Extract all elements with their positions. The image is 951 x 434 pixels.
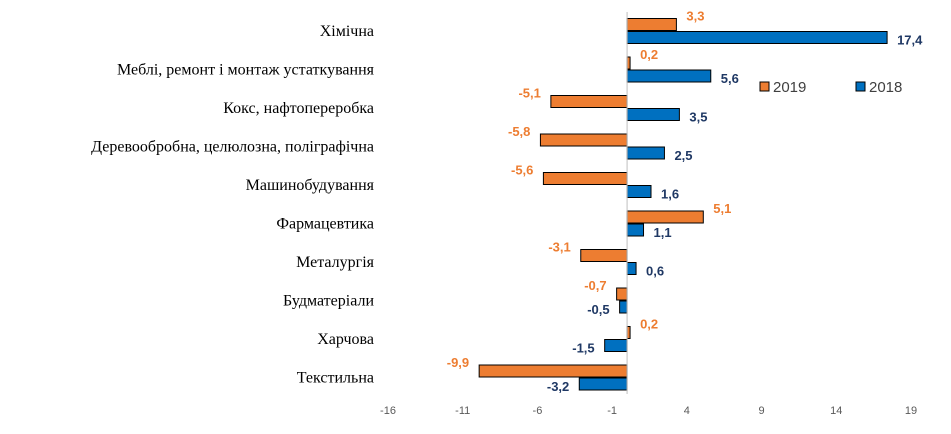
- data-label-2019-0: 3,3: [686, 9, 704, 24]
- x-tick-label: -16: [380, 405, 396, 417]
- bar-2018-6: [626, 262, 637, 275]
- bar-2018-2: [626, 108, 680, 121]
- category-label: Фармацевтика: [276, 216, 374, 233]
- data-label-2018-5: 1,1: [654, 225, 672, 240]
- bar-2018-4: [626, 185, 652, 198]
- legend: 2019 2018: [759, 79, 902, 96]
- data-label-2019-3: -5,8: [508, 124, 530, 139]
- category-label: Харчова: [317, 331, 374, 348]
- category-label: Меблі, ремонт і монтаж устаткування: [117, 62, 375, 79]
- data-label-2019-9: -9,9: [447, 355, 469, 370]
- x-tick-label: 19: [905, 405, 917, 417]
- bar-2019-0: [626, 18, 677, 31]
- category-label: Металургія: [296, 254, 375, 271]
- category-label: Хімічна: [320, 23, 374, 40]
- data-label-2018-2: 3,5: [689, 110, 707, 125]
- bar-2018-8: [604, 339, 628, 352]
- category-labels: Хімічна Меблі, ремонт і монтаж устаткуван…: [91, 23, 374, 387]
- bars: [478, 18, 888, 391]
- x-tick-label: -11: [455, 405, 470, 417]
- legend-label-2018: 2018: [869, 79, 902, 96]
- legend-swatch-2019: [759, 81, 770, 92]
- data-label-2018-6: 0,6: [646, 264, 664, 279]
- x-tick-label: 14: [830, 405, 842, 417]
- bar-2019-9: [478, 364, 628, 378]
- data-label-2019-7: -0,7: [584, 278, 606, 293]
- x-axis-ticks: -16 -11 -6 -1 4 9 14 19: [380, 405, 917, 417]
- bar-2019-2: [550, 95, 628, 108]
- data-label-2018-1: 5,6: [721, 71, 739, 86]
- data-label-2019-5: 5,1: [713, 201, 731, 216]
- data-labels: 3,3 17,4 0,2 5,6 -5,1 3,5 -5,8 2,5 -5,6 1,6 5,1 1,1…: [447, 9, 923, 395]
- category-label: Машинобудування: [246, 177, 375, 194]
- data-label-2019-8: 0,2: [640, 317, 658, 332]
- x-tick-label: 9: [759, 405, 765, 417]
- data-label-2018-9: -3,2: [547, 379, 569, 394]
- data-label-2019-6: -3,1: [548, 240, 570, 255]
- data-label-2018-0: 17,4: [897, 33, 923, 48]
- bar-2018-7: [619, 300, 628, 314]
- bar-2019-3: [539, 133, 628, 147]
- x-tick-label: -6: [533, 405, 543, 417]
- bar-2019-6: [580, 249, 628, 262]
- x-tick-label: -1: [607, 405, 617, 417]
- legend-label-2019: 2019: [773, 79, 806, 96]
- category-label: Будматеріали: [283, 293, 374, 310]
- bar-2018-9: [578, 377, 628, 391]
- legend-swatch-2018: [855, 81, 866, 92]
- bar-2018-0: [626, 31, 888, 44]
- bar-2019-5: [626, 210, 704, 224]
- category-label: Деревообробна, целюлозна, поліграфічна: [91, 139, 374, 156]
- data-label-2018-4: 1,6: [661, 187, 679, 202]
- bar-2018-3: [626, 146, 665, 160]
- data-label-2019-1: 0,2: [640, 47, 658, 62]
- bar-2019-4: [542, 172, 628, 185]
- data-label-2019-2: -5,1: [518, 86, 540, 101]
- data-label-2019-4: -5,6: [511, 163, 533, 178]
- data-label-2018-7: -0,5: [587, 302, 609, 317]
- bar-2018-1: [626, 69, 712, 83]
- bar-2018-5: [626, 223, 645, 237]
- bar-2019-7: [616, 287, 628, 301]
- data-label-2018-3: 2,5: [674, 148, 692, 163]
- data-label-2018-8: -1,5: [572, 341, 594, 356]
- category-label: Текстильна: [297, 370, 374, 387]
- x-tick-label: 4: [684, 405, 690, 417]
- category-label: Кокс, нафтопереробка: [223, 100, 374, 117]
